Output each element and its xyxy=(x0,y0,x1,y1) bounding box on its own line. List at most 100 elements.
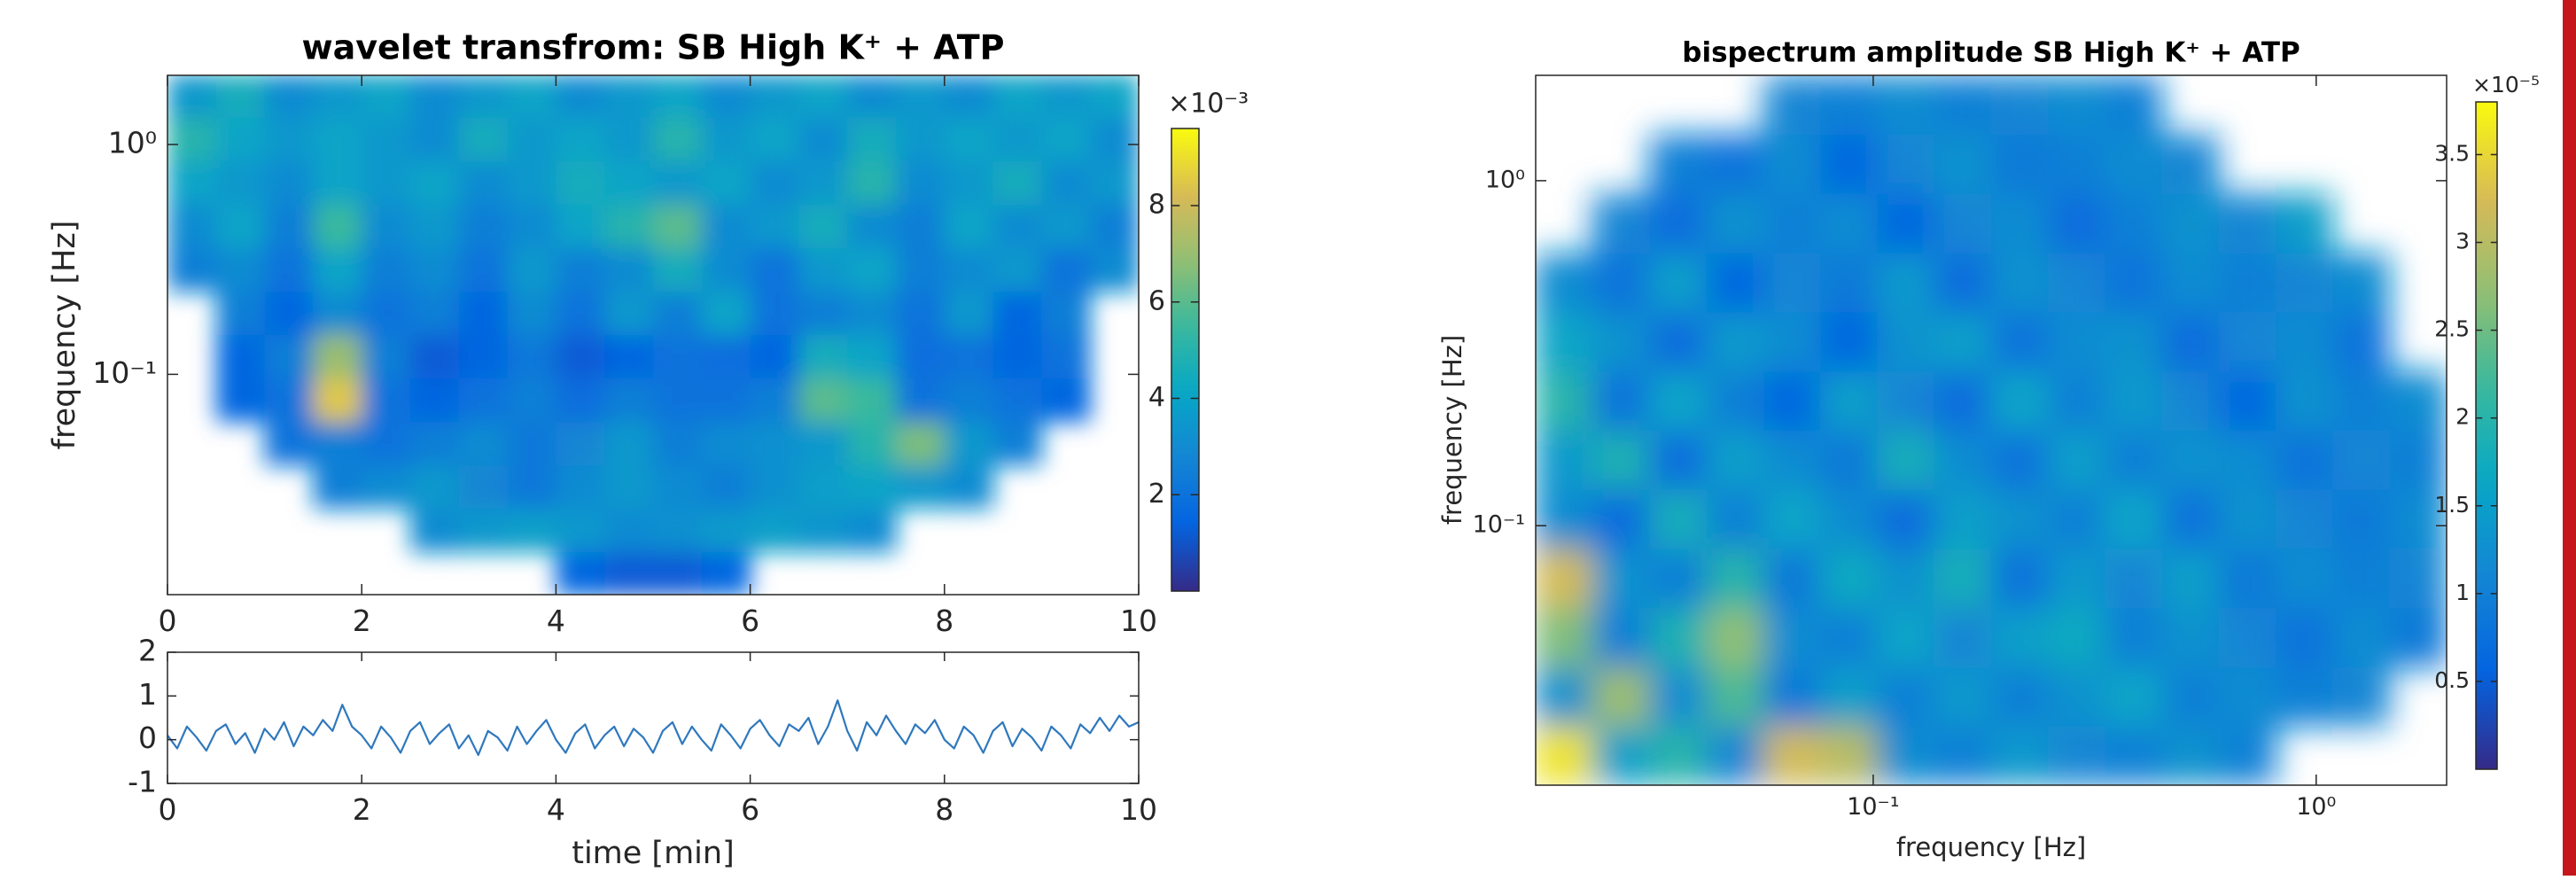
axes-box xyxy=(1535,74,2448,786)
heatmap-cell xyxy=(215,378,266,423)
heatmap-cell xyxy=(2276,548,2333,609)
heatmap-cell xyxy=(1041,75,1091,118)
heatmap-cell xyxy=(750,378,799,423)
y-tick-label: -1 xyxy=(128,765,157,799)
heatmap-cell xyxy=(215,204,266,248)
heatmap-cell xyxy=(1649,193,1708,253)
heatmap-cell xyxy=(701,508,751,553)
heatmap-cell xyxy=(1090,204,1139,248)
colorbar-tick-label: 8 xyxy=(1148,190,1165,221)
heatmap-cell xyxy=(750,247,799,292)
heatmap-cell xyxy=(847,75,897,118)
heatmap-cell xyxy=(992,421,1042,466)
heatmap-cell xyxy=(1041,247,1091,292)
heatmap-cell xyxy=(847,204,897,248)
heatmap-cell xyxy=(1934,489,1992,549)
heatmap-cell xyxy=(1763,666,1821,727)
heatmap-cell xyxy=(1820,489,1878,549)
heatmap-cell xyxy=(264,378,314,423)
heatmap-cell xyxy=(1041,378,1091,423)
x-tick-label: 0 xyxy=(159,792,177,827)
heatmap-cell xyxy=(1934,253,1992,313)
heatmap-cell xyxy=(264,421,314,466)
heatmap-cell xyxy=(1536,726,1593,785)
heatmap-cell xyxy=(2105,607,2162,667)
heatmap-cell xyxy=(2218,430,2276,490)
heatmap-cell xyxy=(2048,253,2105,313)
heatmap-cell xyxy=(410,117,460,161)
heatmap-cell xyxy=(2276,193,2333,253)
heatmap-cell xyxy=(2048,370,2105,432)
heatmap-cell xyxy=(944,378,994,423)
heatmap-cell xyxy=(604,464,654,510)
window-edge xyxy=(2563,0,2576,876)
heatmap-cell xyxy=(1649,312,1708,372)
heatmap-cell xyxy=(1090,117,1139,161)
heatmap-cell xyxy=(2048,548,2105,609)
heatmap-cell xyxy=(2048,75,2105,135)
heatmap-cell xyxy=(701,551,751,595)
heatmap-cell xyxy=(1090,247,1139,292)
heatmap-cell xyxy=(992,247,1042,292)
heatmap-cell xyxy=(653,204,703,248)
heatmap-cell xyxy=(362,160,411,205)
x-axis-label: frequency [Hz] xyxy=(1896,832,2086,862)
heatmap-cell xyxy=(410,160,460,205)
heatmap-cell xyxy=(556,117,605,161)
heatmap-cell xyxy=(167,204,217,248)
heatmap-cell xyxy=(2161,607,2220,667)
heatmap-cell xyxy=(2048,193,2105,253)
heatmap-cell xyxy=(2105,370,2162,432)
heatmap-cell xyxy=(1592,312,1650,372)
heatmap-cell xyxy=(2276,607,2333,667)
heatmap-cell xyxy=(750,160,799,205)
heatmap-cell xyxy=(1820,253,1878,313)
heatmap-cell xyxy=(798,204,848,248)
heatmap-cell xyxy=(750,334,799,378)
heatmap-cell xyxy=(215,75,266,118)
heatmap-cell xyxy=(1649,607,1708,667)
heatmap-cell xyxy=(604,508,654,553)
heatmap-cell xyxy=(604,551,654,595)
heatmap-cell xyxy=(944,291,994,335)
heatmap-cell xyxy=(410,75,460,118)
heatmap-cell xyxy=(1877,134,1934,194)
heatmap-cell xyxy=(847,464,897,510)
x-tick-label: 10 xyxy=(1120,604,1157,638)
heatmap-cell xyxy=(653,291,703,335)
heatmap-cell xyxy=(1877,726,1934,785)
heatmap-cell xyxy=(1934,312,1992,372)
heatmap-cell xyxy=(215,334,266,378)
heatmap-cell xyxy=(313,421,362,466)
x-tick-label: 2 xyxy=(353,604,371,638)
heatmap-cell xyxy=(1763,370,1821,432)
colorbar-tick-label: 3 xyxy=(2455,229,2470,254)
heatmap-cell xyxy=(410,378,460,423)
heatmap-cell xyxy=(556,247,605,292)
heatmap-cell xyxy=(215,117,266,161)
heatmap-cell xyxy=(701,160,751,205)
heatmap-cell xyxy=(1649,548,1708,609)
heatmap-cell xyxy=(1990,370,2049,432)
heatmap-cell xyxy=(2161,312,2220,372)
heatmap-cell xyxy=(313,117,362,161)
heatmap-cell xyxy=(1592,726,1650,785)
heatmap-cell xyxy=(798,247,848,292)
heatmap-cell xyxy=(507,117,556,161)
heatmap-cell xyxy=(992,291,1042,335)
heatmap-cell xyxy=(750,508,799,553)
heatmap-cell xyxy=(2218,489,2276,549)
heatmap-cell xyxy=(264,247,314,292)
heatmap-cell xyxy=(896,464,946,510)
heatmap-cell xyxy=(2276,489,2333,549)
heatmap xyxy=(167,75,1139,595)
heatmap-cell xyxy=(604,160,654,205)
heatmap-cell xyxy=(556,204,605,248)
heatmap-cell xyxy=(2332,370,2390,432)
heatmap-cell xyxy=(653,464,703,510)
y-axis-label: frequency [Hz] xyxy=(1437,335,1467,525)
heatmap-cell xyxy=(2389,607,2447,667)
heatmap-cell xyxy=(2161,726,2220,785)
heatmap-cell xyxy=(2105,253,2162,313)
